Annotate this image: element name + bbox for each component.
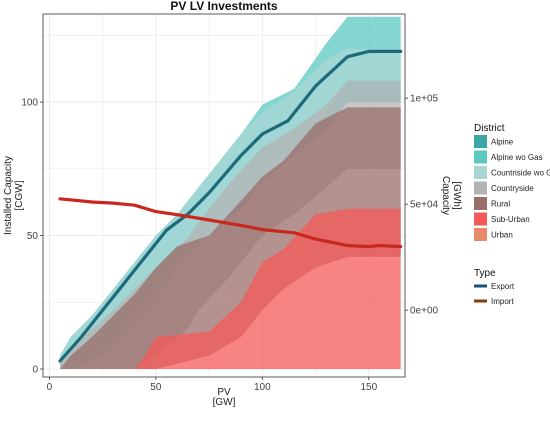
band-rural: [60, 107, 401, 370]
series-line-export: [58, 49, 403, 363]
y2-tick-label: 5e+04: [410, 200, 439, 211]
y2-axis-label: Capacity: [440, 176, 451, 215]
legend-swatch: [474, 212, 487, 226]
band-sub-urban: [60, 208, 401, 369]
legend-swatch: [474, 197, 487, 210]
legend-swatch: [474, 181, 487, 195]
legend-entry-label: Sub-Urban: [491, 215, 530, 224]
legend-entry-label: Alpine: [491, 138, 514, 147]
legend-title-district: District: [474, 123, 505, 134]
y2-tick-label: 1e+05: [410, 94, 439, 105]
x-tick-label: 50: [150, 382, 162, 393]
y2-tick-label: 0e+00: [410, 306, 439, 317]
x-tick-label: 100: [254, 382, 271, 393]
series-line-import: [58, 197, 403, 249]
legend-entry-label: Urban: [491, 231, 513, 240]
legend-swatch: [474, 228, 487, 241]
legend-entry-label: Countriside wo Gas: [491, 169, 550, 178]
plot-frame: [42, 13, 406, 378]
x-tick-label: 0: [47, 382, 53, 393]
x-tick-label: 150: [360, 382, 377, 393]
y-axis-label: Installed Capacity: [3, 156, 14, 235]
legend-entry-label: Rural: [491, 200, 510, 209]
axes: 0 50 100 150 0 50 100 0e+00 5e+04 1e+05 PV[GW] Inst…: [3, 94, 462, 408]
x-axis-label: [GW]: [213, 397, 236, 408]
legend-title-type: Type: [474, 268, 496, 279]
y-tick-label: 0: [32, 364, 38, 375]
legend-entry-label: Alpine wo Gas: [491, 153, 543, 162]
y-tick-label: 50: [27, 231, 39, 242]
series-lines: [58, 49, 403, 363]
legend-entry-label: Import: [491, 297, 514, 306]
y-tick-label: 100: [21, 98, 38, 109]
y2-axis-label: [GWh]: [451, 181, 462, 210]
legend-entry-label: Export: [491, 282, 515, 291]
legend: District Alpine Alpine wo Gas Countriside w…: [474, 123, 550, 306]
x-axis-label: PV: [217, 387, 231, 398]
legend-swatch: [474, 135, 487, 148]
legend-swatch: [474, 166, 487, 179]
district-bands: [60, 16, 401, 370]
y-axis-label: [CGW]: [14, 180, 25, 210]
chart-title: PV LV Investments: [170, 0, 277, 13]
legend-swatch: [474, 150, 487, 164]
legend-entry-label: Countryside: [491, 184, 534, 193]
